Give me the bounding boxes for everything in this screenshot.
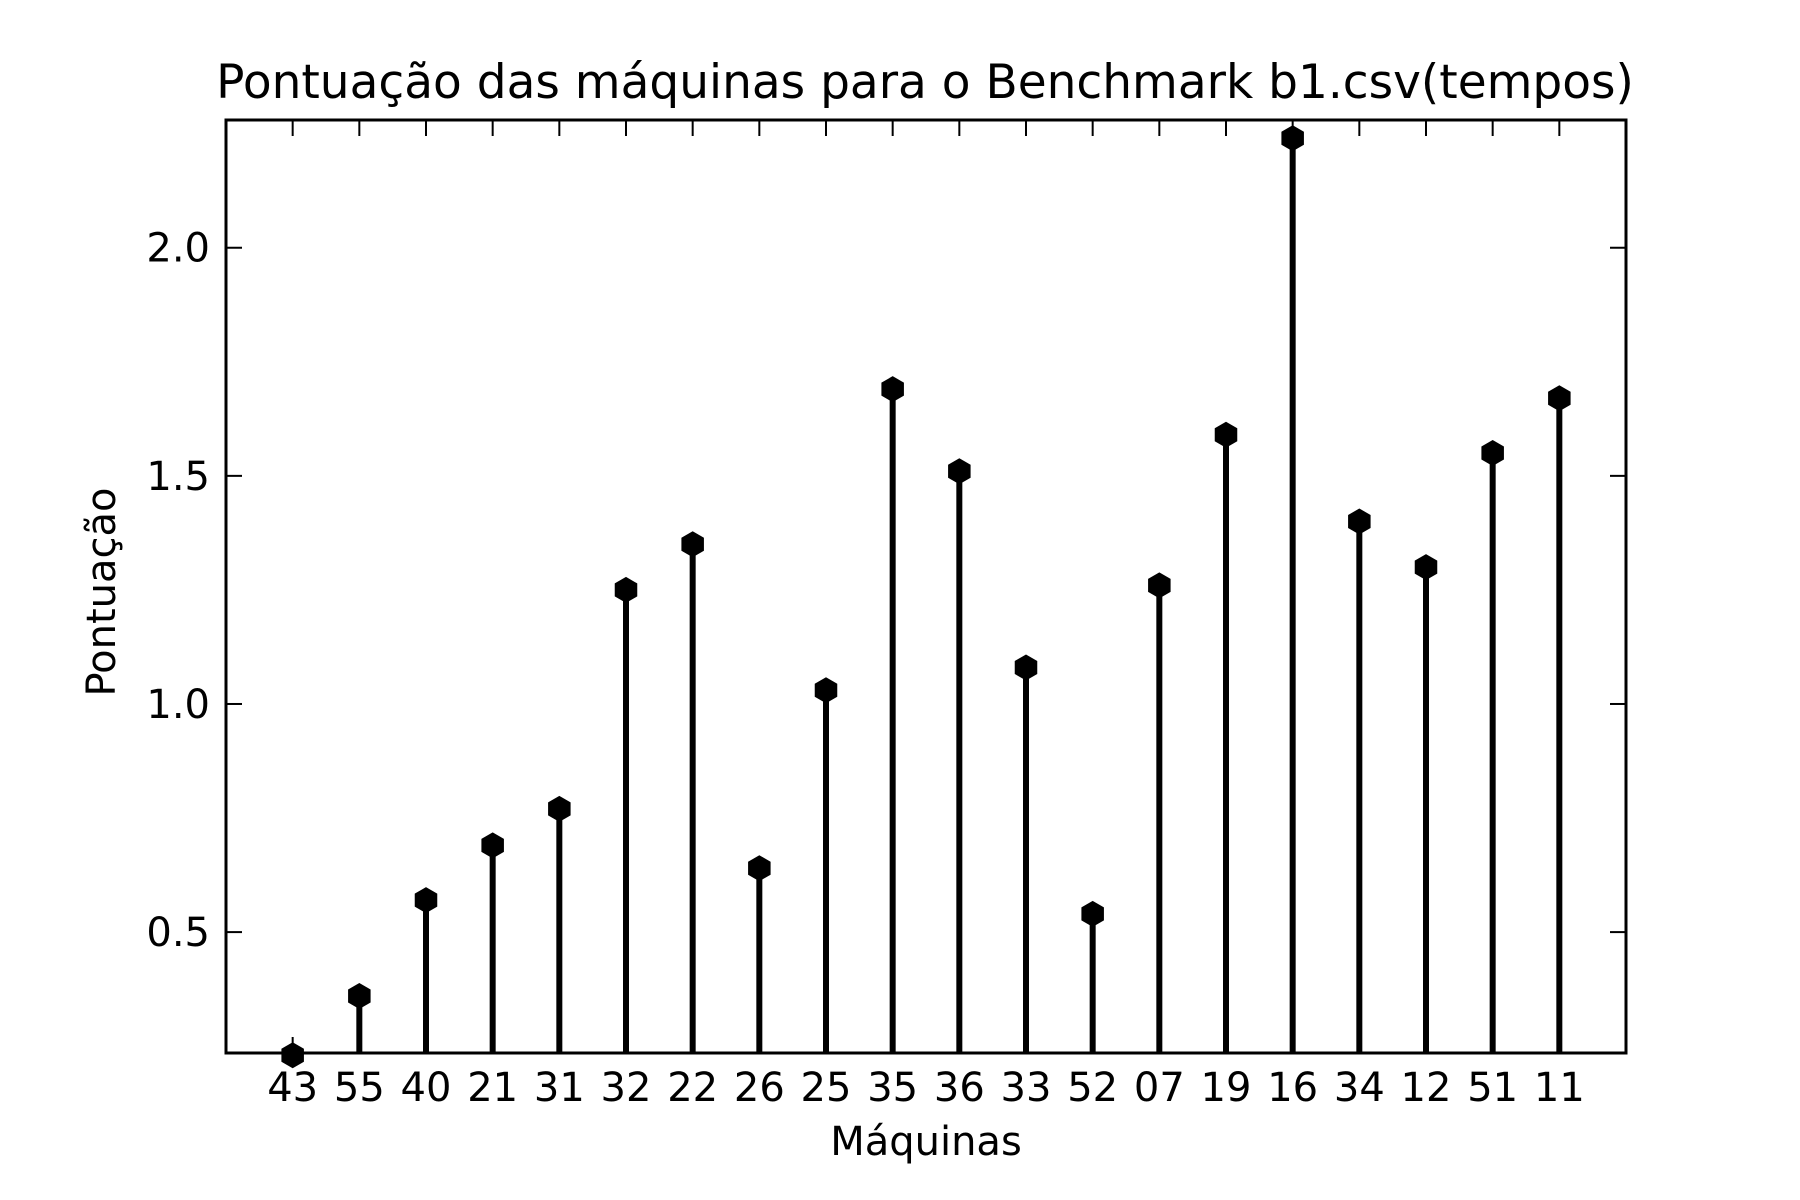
x-tick-label: 25 <box>801 1065 852 1111</box>
y-axis-label: Pontuação <box>79 487 125 696</box>
ticks-layer <box>226 120 1626 1053</box>
stem-marker <box>1348 508 1371 535</box>
x-tick-label: 32 <box>601 1065 652 1111</box>
x-tick-label: 51 <box>1467 1065 1518 1111</box>
x-tick-label: 26 <box>734 1065 785 1111</box>
x-tick-label: 07 <box>1134 1065 1185 1111</box>
stem-marker <box>1081 900 1104 927</box>
y-tick-label: 1.5 <box>146 454 210 500</box>
x-tick-label: 55 <box>334 1065 385 1111</box>
y-tick-label: 2.0 <box>146 226 210 272</box>
stem-marker <box>1014 654 1038 681</box>
x-tick-label: 11 <box>1534 1065 1585 1111</box>
tick-labels-layer: 43 55 40 21 31 32 22 26 25 35 36 33 52 07 19 16 34 12 51 11… <box>146 226 1584 1111</box>
stem-marker <box>881 376 904 403</box>
stem-marker <box>481 832 504 859</box>
x-tick-label: 43 <box>267 1065 318 1111</box>
x-tick-label: 22 <box>667 1065 718 1111</box>
stem-marker <box>748 855 771 882</box>
stem-marker <box>548 795 571 822</box>
y-tick-label: 1.0 <box>146 682 210 728</box>
y-tick-label: 0.5 <box>146 910 210 956</box>
x-tick-label: 36 <box>934 1065 985 1111</box>
plot-frame <box>224 118 1628 1055</box>
x-tick-label: 52 <box>1067 1065 1118 1111</box>
stem-marker <box>614 576 638 603</box>
x-tick-label: 12 <box>1401 1065 1452 1111</box>
stem-marker <box>681 531 704 558</box>
stem-marker <box>814 677 838 704</box>
stem-marker <box>948 458 971 485</box>
stem-marker <box>281 1042 304 1069</box>
stem-marker <box>1148 572 1171 599</box>
x-tick-label: 31 <box>534 1065 585 1111</box>
stem-marker <box>1481 440 1504 467</box>
stem-marker <box>1414 554 1438 581</box>
stem-marker <box>348 982 371 1009</box>
stem-marker <box>1281 125 1304 152</box>
x-tick-label: 35 <box>867 1065 918 1111</box>
x-axis-label: Máquinas <box>830 1119 1022 1165</box>
stem-marker <box>1214 421 1238 448</box>
x-tick-label: 19 <box>1201 1065 1252 1111</box>
stems-layer <box>281 125 1571 1069</box>
stem-marker <box>414 887 438 914</box>
chart-title: Pontuação das máquinas para o Benchmark … <box>216 55 1634 110</box>
x-tick-label: 33 <box>1001 1065 1052 1111</box>
x-tick-label: 21 <box>467 1065 518 1111</box>
x-tick-label: 40 <box>401 1065 452 1111</box>
x-tick-label: 16 <box>1267 1065 1318 1111</box>
stem-marker <box>1548 385 1571 412</box>
x-tick-label: 34 <box>1334 1065 1385 1111</box>
